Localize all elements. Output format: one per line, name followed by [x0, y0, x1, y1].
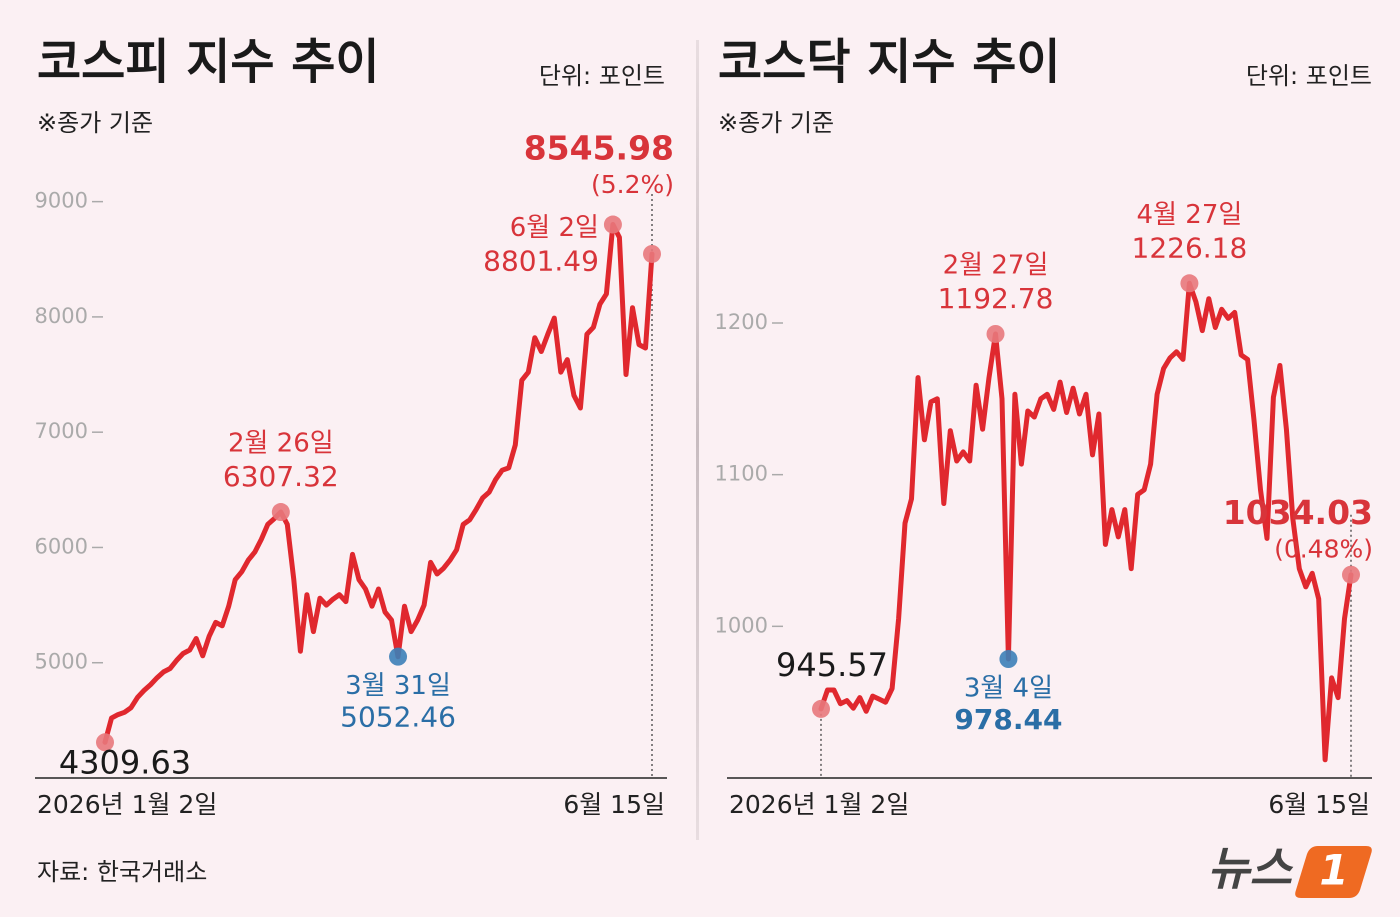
- annotation-value: 1192.78: [938, 282, 1054, 315]
- change-label: (0.48%): [1274, 535, 1373, 564]
- chart-title: 코스피 지수 추이: [37, 34, 380, 90]
- logo-badge: [1295, 846, 1372, 898]
- last-value: 1034.03: [1223, 493, 1373, 532]
- note: ※종가 기준: [37, 109, 153, 137]
- x-tick-label: 2026년 1월 2일: [37, 790, 217, 819]
- annotation-value: 978.44: [954, 703, 1062, 736]
- unit-label: 단위: 포인트: [1246, 62, 1372, 90]
- annotation-value: 6307.32: [223, 460, 339, 493]
- last-value: 8545.98: [524, 128, 674, 167]
- annotation-value: 8801.49: [483, 245, 599, 278]
- unit-label: 단위: 포인트: [539, 62, 665, 90]
- point-marker: [986, 324, 1005, 343]
- point-marker: [1180, 274, 1199, 293]
- point-marker: [812, 699, 830, 718]
- x-tick-label: 6월 15일: [1268, 790, 1370, 819]
- y-tick-label: 9000: [35, 189, 88, 213]
- y-tick-label: 8000: [35, 304, 88, 328]
- point-marker: [999, 650, 1018, 669]
- annotation-date: 3월 4일: [964, 674, 1053, 704]
- annotation-date: 2월 26일: [228, 429, 334, 459]
- point-marker: [389, 647, 408, 666]
- annotation-value: 5052.46: [340, 701, 456, 734]
- annotation-value: 1226.18: [1132, 231, 1248, 264]
- y-tick-label: 1200: [715, 310, 768, 334]
- point-marker: [96, 733, 114, 752]
- annotation-date: 3월 31일: [345, 671, 451, 701]
- point-marker: [271, 503, 290, 522]
- source: 자료: 한국거래소: [37, 858, 207, 886]
- point-marker: [1342, 565, 1360, 584]
- change-label: (5.2%): [591, 170, 674, 199]
- y-tick-label: 5000: [35, 650, 88, 674]
- index-line: [818, 280, 1354, 763]
- x-tick-label: 2026년 1월 2일: [729, 790, 909, 819]
- y-tick-label: 1000: [715, 613, 768, 637]
- y-tick-label: 7000: [35, 419, 88, 443]
- first-value: 4309.63: [59, 743, 191, 781]
- y-tick-label: 6000: [35, 534, 88, 558]
- annotation-date: 6월 2일: [510, 213, 599, 243]
- y-tick-label: 1100: [715, 462, 768, 486]
- logo-text: 뉴스: [1207, 842, 1293, 896]
- point-marker: [603, 215, 622, 234]
- x-tick-label: 6월 15일: [563, 790, 665, 819]
- logo-mark: 1: [1319, 846, 1348, 895]
- note: ※종가 기준: [718, 109, 834, 137]
- first-value: 945.57: [776, 646, 888, 684]
- annotation-date: 2월 27일: [943, 250, 1049, 280]
- divider: [696, 40, 699, 840]
- index-line: [102, 222, 655, 745]
- annotation-date: 4월 27일: [1137, 200, 1243, 230]
- point-marker: [643, 244, 661, 263]
- chart-title: 코스닥 지수 추이: [718, 34, 1061, 90]
